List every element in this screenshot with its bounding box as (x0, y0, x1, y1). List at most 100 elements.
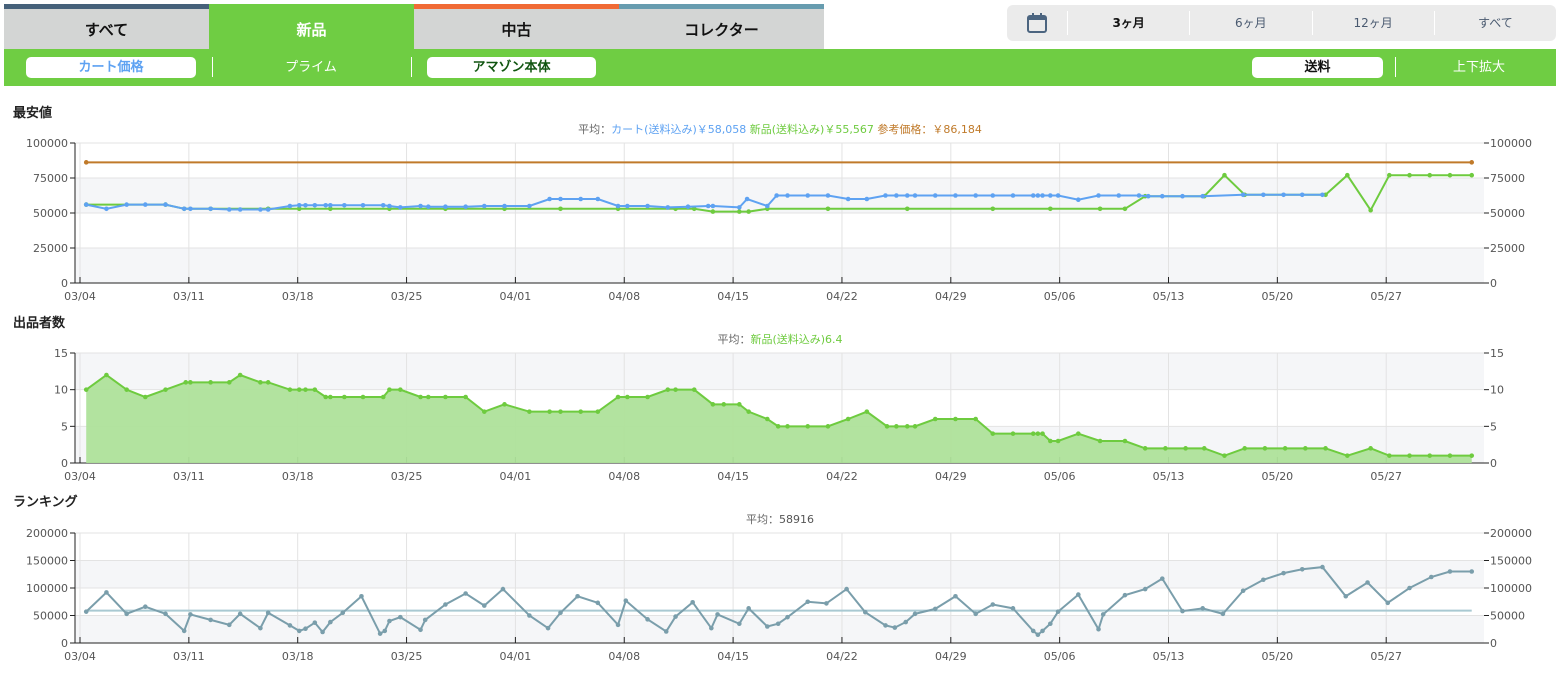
data-point (709, 625, 714, 631)
y-tick-label-left: 15 (54, 347, 68, 360)
data-point (1200, 193, 1206, 199)
data-point (1407, 172, 1412, 178)
tab-collector[interactable]: コレクター (619, 4, 824, 49)
data-point (1303, 446, 1308, 451)
average-value: 58916 (779, 513, 814, 526)
y-tick-label-right: 15 (1490, 347, 1504, 360)
data-point (1262, 446, 1268, 451)
data-point (1183, 446, 1188, 451)
data-point (296, 206, 302, 212)
data-point (422, 617, 428, 623)
data-point (805, 193, 811, 198)
data-point (558, 206, 563, 212)
data-point (1116, 193, 1122, 198)
x-tick-label: 04/29 (935, 650, 967, 663)
data-point (973, 611, 978, 617)
data-point (104, 206, 109, 212)
period-3-months[interactable]: 3ヶ月 (1067, 11, 1189, 35)
data-point (527, 613, 532, 618)
x-tick-label: 05/20 (1261, 650, 1293, 663)
data-point (862, 609, 868, 615)
grid-band (75, 560, 1484, 588)
data-point (1222, 172, 1227, 178)
data-point (1469, 172, 1475, 178)
data-point (296, 203, 302, 208)
data-point (710, 402, 716, 407)
y-tick-label-right: 0 (1490, 637, 1497, 650)
data-point (320, 629, 325, 635)
data-point (287, 387, 293, 392)
data-point (1030, 628, 1036, 634)
period-6-months[interactable]: 6ヶ月 (1189, 11, 1311, 35)
y-tick-label-left: 0 (61, 277, 68, 290)
data-point (208, 206, 213, 212)
data-point (1180, 193, 1185, 199)
data-point (737, 205, 742, 210)
data-point (892, 625, 898, 630)
x-tick-label: 03/25 (391, 470, 423, 483)
data-point (1145, 193, 1151, 199)
y-tick-label-right: 50000 (1490, 207, 1525, 220)
data-point (1097, 438, 1103, 444)
data-point (894, 193, 899, 198)
y-tick-label-right: 150000 (1490, 555, 1532, 568)
data-point (208, 617, 213, 623)
data-point (547, 409, 552, 414)
data-point (237, 207, 243, 212)
data-point (1048, 621, 1053, 627)
data-point (1428, 574, 1434, 580)
data-point (615, 394, 621, 400)
vertical-zoom-toggle[interactable]: 上下拡大 (1452, 60, 1505, 75)
data-point (323, 394, 328, 400)
data-point (418, 394, 423, 400)
cart-price-toggle[interactable]: カート価格 (26, 57, 196, 78)
x-tick-label: 05/27 (1370, 290, 1402, 303)
tab-used[interactable]: 中古 (414, 4, 619, 49)
x-tick-label: 03/11 (173, 290, 205, 303)
x-tick-label: 03/04 (64, 470, 96, 483)
data-point (237, 611, 243, 617)
data-point (387, 618, 392, 624)
data-point (226, 622, 232, 628)
data-point (258, 625, 263, 631)
x-tick-label: 05/13 (1153, 290, 1185, 303)
amazon-toggle[interactable]: アマゾン本体 (427, 57, 596, 78)
data-point (1040, 193, 1045, 198)
grid-band (75, 353, 1484, 390)
prime-toggle[interactable]: プライム (285, 60, 337, 75)
x-tick-label: 04/22 (826, 470, 858, 483)
data-point (104, 372, 109, 378)
data-point (645, 394, 650, 400)
data-point (1048, 206, 1053, 212)
tab-new[interactable]: 新品 (209, 4, 414, 49)
data-point (904, 424, 910, 429)
period-12-months[interactable]: 12ヶ月 (1311, 11, 1434, 35)
data-point (1240, 588, 1246, 594)
data-point (623, 598, 629, 603)
data-point (710, 203, 716, 209)
x-tick-label: 04/15 (717, 290, 749, 303)
data-point (188, 612, 193, 617)
period-all[interactable]: すべて (1433, 11, 1556, 35)
y-tick-label-left: 50000 (33, 207, 68, 220)
data-point (973, 193, 978, 198)
data-point (705, 203, 711, 209)
average-value: 新品(送料込み)6.4 (750, 332, 842, 346)
data-point (377, 631, 383, 636)
data-point (265, 380, 271, 385)
data-point (1469, 453, 1475, 458)
data-point (303, 203, 308, 208)
shipping-toggle[interactable]: 送料 (1252, 57, 1383, 78)
data-point (932, 193, 938, 198)
tab-all[interactable]: すべて (4, 4, 209, 49)
y-tick-label-right: 100000 (1490, 137, 1532, 150)
data-point (785, 424, 790, 429)
x-tick-label: 05/13 (1153, 650, 1185, 663)
data-point (1220, 611, 1226, 617)
data-point (1201, 446, 1207, 451)
x-tick-label: 04/08 (608, 290, 640, 303)
data-point (323, 203, 328, 208)
x-tick-label: 04/08 (608, 470, 640, 483)
data-point (775, 424, 781, 429)
data-point (1387, 453, 1392, 458)
